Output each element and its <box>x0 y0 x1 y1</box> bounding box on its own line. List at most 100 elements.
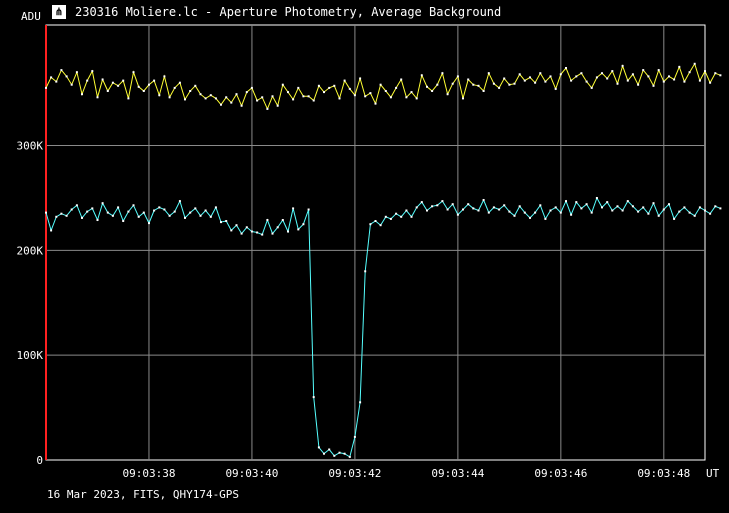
data-point <box>256 99 259 102</box>
data-point <box>297 228 300 231</box>
data-point <box>549 75 552 78</box>
data-point <box>410 91 413 94</box>
data-point <box>678 65 681 68</box>
data-point <box>601 206 603 209</box>
data-point <box>446 93 449 96</box>
data-point <box>549 209 552 212</box>
data-point <box>101 202 104 205</box>
data-point <box>158 94 161 97</box>
data-point <box>477 84 480 87</box>
data-point <box>405 96 408 99</box>
data-point <box>405 209 408 212</box>
series-line-2 <box>45 196 721 458</box>
data-point <box>657 214 660 217</box>
data-point <box>281 83 284 86</box>
data-point <box>178 200 181 203</box>
data-point <box>683 80 686 83</box>
data-point <box>287 91 289 94</box>
data-point <box>122 220 125 222</box>
data-point <box>245 91 248 94</box>
data-point <box>353 435 356 438</box>
data-point <box>693 62 696 65</box>
data-point <box>482 199 485 201</box>
data-point <box>323 452 325 455</box>
data-point <box>50 76 53 79</box>
data-point <box>570 79 573 82</box>
data-point <box>539 204 542 207</box>
data-point <box>714 72 717 75</box>
data-point <box>189 211 192 214</box>
data-point <box>359 77 362 80</box>
data-point <box>611 70 614 73</box>
data-point <box>163 208 166 211</box>
data-point <box>91 207 94 210</box>
data-point <box>65 214 68 217</box>
data-point <box>420 201 423 204</box>
data-point <box>698 79 701 82</box>
data-point <box>662 80 665 83</box>
series-layer <box>45 62 722 458</box>
data-point <box>704 70 706 73</box>
data-point <box>719 207 722 210</box>
data-point <box>75 204 78 207</box>
data-point <box>127 97 130 100</box>
data-point <box>353 94 356 97</box>
data-point <box>544 217 547 220</box>
data-point <box>585 80 588 83</box>
data-point <box>487 211 490 214</box>
data-point <box>657 69 660 72</box>
data-point <box>575 75 578 78</box>
data-point <box>271 232 274 235</box>
data-point <box>163 75 166 78</box>
lightcurve-app-icon[interactable]: ⋔ <box>52 5 66 19</box>
data-point <box>338 451 341 454</box>
data-point <box>590 86 593 89</box>
data-point <box>266 107 269 110</box>
data-point <box>142 90 145 92</box>
data-point <box>426 85 428 88</box>
data-point <box>142 211 145 214</box>
data-point <box>204 97 207 100</box>
data-point <box>132 204 135 207</box>
data-point <box>364 95 367 98</box>
data-point <box>281 219 284 221</box>
data-point <box>698 206 701 209</box>
data-point <box>451 82 454 85</box>
data-point <box>595 197 598 199</box>
data-point <box>168 96 171 99</box>
data-point <box>117 206 120 209</box>
data-point <box>55 215 58 218</box>
data-point <box>678 210 681 213</box>
x-tick-label: 09:03:48 <box>637 467 690 480</box>
data-point <box>153 79 156 82</box>
data-point <box>477 209 480 212</box>
data-point <box>369 92 372 95</box>
data-point <box>50 229 53 232</box>
data-point <box>199 214 202 217</box>
y-tick-label: 0 <box>36 454 43 467</box>
data-point <box>559 73 562 76</box>
data-point <box>441 72 444 75</box>
data-point <box>554 87 557 90</box>
data-point <box>611 209 614 212</box>
x-tick-label: 09:03:46 <box>534 467 587 480</box>
x-tick-label: 09:03:44 <box>431 467 484 480</box>
data-point <box>250 230 253 233</box>
data-point <box>637 83 640 86</box>
data-point <box>111 81 114 84</box>
data-point <box>328 448 331 451</box>
data-point <box>513 214 516 217</box>
data-point <box>451 203 454 206</box>
data-point <box>323 91 325 94</box>
data-point <box>312 99 315 102</box>
data-point <box>235 93 238 96</box>
data-point <box>55 80 58 83</box>
data-point <box>379 224 382 227</box>
data-point <box>153 209 156 212</box>
data-point <box>338 97 341 100</box>
data-point <box>647 212 650 215</box>
data-point <box>374 102 377 105</box>
data-point <box>554 206 557 209</box>
data-point <box>709 81 712 84</box>
data-point <box>534 211 537 214</box>
